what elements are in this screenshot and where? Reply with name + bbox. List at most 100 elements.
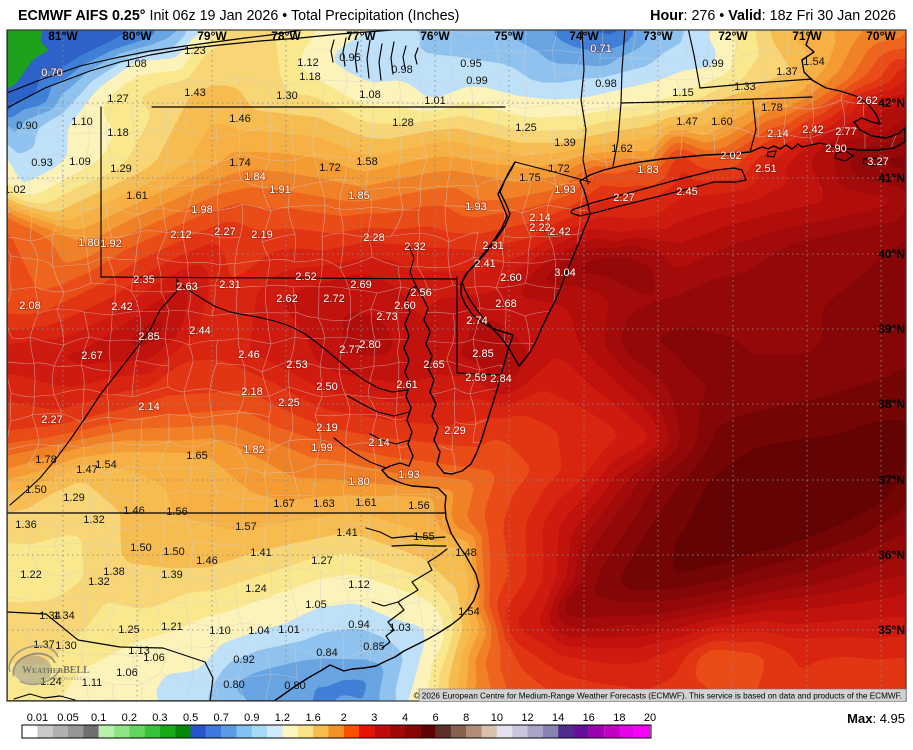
svg-text:0.9: 0.9 bbox=[244, 712, 259, 724]
svg-text:76°W: 76°W bbox=[420, 29, 450, 43]
svg-text:1.23: 1.23 bbox=[184, 45, 205, 57]
svg-text:2.19: 2.19 bbox=[251, 229, 272, 241]
svg-text:1.58: 1.58 bbox=[356, 156, 377, 168]
svg-text:1.54: 1.54 bbox=[803, 56, 824, 68]
svg-text:1.11: 1.11 bbox=[82, 677, 103, 689]
svg-text:0.93: 0.93 bbox=[31, 157, 52, 169]
svg-text:1.93: 1.93 bbox=[554, 184, 575, 196]
svg-text:1.39: 1.39 bbox=[161, 569, 182, 581]
svg-text:0.2: 0.2 bbox=[122, 712, 137, 724]
svg-text:41°N: 41°N bbox=[878, 171, 905, 185]
svg-text:1.50: 1.50 bbox=[163, 546, 184, 558]
svg-text:Hour: 276 • Valid: 18z Fri 30: Hour: 276 • Valid: 18z Fri 30 Jan 2026 bbox=[650, 8, 896, 24]
svg-text:Max: 4.95: Max: 4.95 bbox=[847, 711, 905, 726]
svg-text:1.54: 1.54 bbox=[95, 459, 116, 471]
svg-text:2.69: 2.69 bbox=[350, 279, 371, 291]
svg-text:1.74: 1.74 bbox=[229, 157, 250, 169]
svg-text:1.27: 1.27 bbox=[107, 93, 128, 105]
svg-text:0.70: 0.70 bbox=[41, 67, 62, 79]
svg-text:1.46: 1.46 bbox=[229, 113, 250, 125]
svg-text:1.01: 1.01 bbox=[424, 95, 445, 107]
svg-text:1.47: 1.47 bbox=[676, 116, 697, 128]
svg-text:1.38: 1.38 bbox=[103, 566, 124, 578]
svg-text:0.94: 0.94 bbox=[348, 619, 369, 631]
svg-text:1.65: 1.65 bbox=[186, 450, 207, 462]
svg-text:1.05: 1.05 bbox=[305, 599, 326, 611]
svg-text:40°N: 40°N bbox=[878, 247, 905, 261]
svg-text:16: 16 bbox=[583, 712, 595, 724]
svg-text:3.04: 3.04 bbox=[554, 267, 575, 279]
svg-text:1.33: 1.33 bbox=[734, 81, 755, 93]
svg-text:2.44: 2.44 bbox=[189, 325, 210, 337]
svg-text:2.27: 2.27 bbox=[41, 414, 62, 426]
svg-text:1.25: 1.25 bbox=[118, 624, 139, 636]
svg-text:75°W: 75°W bbox=[494, 29, 524, 43]
svg-text:1.29: 1.29 bbox=[63, 492, 84, 504]
svg-text:2: 2 bbox=[341, 712, 347, 724]
svg-text:80°W: 80°W bbox=[122, 29, 152, 43]
svg-text:1.09: 1.09 bbox=[69, 156, 90, 168]
svg-text:1.46: 1.46 bbox=[123, 505, 144, 517]
svg-text:38°N: 38°N bbox=[878, 397, 905, 411]
svg-text:2.22: 2.22 bbox=[529, 222, 550, 234]
svg-text:2.31: 2.31 bbox=[219, 279, 240, 291]
svg-text:18: 18 bbox=[613, 712, 625, 724]
svg-text:2.77: 2.77 bbox=[835, 126, 856, 138]
svg-text:8: 8 bbox=[463, 712, 469, 724]
svg-text:2.53: 2.53 bbox=[286, 359, 307, 371]
svg-text:1.80: 1.80 bbox=[78, 237, 99, 249]
svg-text:1.12: 1.12 bbox=[297, 57, 318, 69]
svg-text:2.90: 2.90 bbox=[825, 143, 846, 155]
svg-text:42°N: 42°N bbox=[878, 96, 905, 110]
svg-text:1.41: 1.41 bbox=[336, 527, 357, 539]
svg-text:1.47: 1.47 bbox=[76, 464, 97, 476]
svg-text:1.98: 1.98 bbox=[191, 204, 212, 216]
svg-text:ECMWF AIFS 0.25° Init 06z 19 J: ECMWF AIFS 0.25° Init 06z 19 Jan 2026 • … bbox=[18, 8, 459, 24]
svg-text:1.82: 1.82 bbox=[243, 444, 264, 456]
svg-text:© 2026 European Centre for Med: © 2026 European Centre for Medium-Range … bbox=[413, 692, 902, 701]
svg-text:1.37: 1.37 bbox=[776, 66, 797, 78]
svg-text:2.27: 2.27 bbox=[214, 226, 235, 238]
svg-text:1.10: 1.10 bbox=[71, 116, 92, 128]
svg-text:2.14: 2.14 bbox=[529, 212, 550, 224]
svg-text:2.85: 2.85 bbox=[472, 348, 493, 360]
svg-text:1.93: 1.93 bbox=[465, 201, 486, 213]
svg-text:1.04: 1.04 bbox=[248, 625, 269, 637]
svg-text:1.32: 1.32 bbox=[83, 514, 104, 526]
svg-text:2.35: 2.35 bbox=[133, 274, 154, 286]
svg-text:1.78: 1.78 bbox=[35, 454, 56, 466]
svg-text:1.56: 1.56 bbox=[408, 500, 429, 512]
svg-text:2.63: 2.63 bbox=[176, 281, 197, 293]
svg-text:1.34: 1.34 bbox=[39, 610, 60, 622]
svg-text:0.7: 0.7 bbox=[214, 712, 229, 724]
svg-text:0.92: 0.92 bbox=[233, 654, 254, 666]
svg-text:2.56: 2.56 bbox=[410, 287, 431, 299]
svg-text:1.54: 1.54 bbox=[458, 606, 479, 618]
svg-text:1.02: 1.02 bbox=[4, 184, 25, 196]
svg-text:1.18: 1.18 bbox=[299, 71, 320, 83]
svg-text:2.80: 2.80 bbox=[359, 339, 380, 351]
svg-text:2.28: 2.28 bbox=[363, 232, 384, 244]
svg-text:1.93: 1.93 bbox=[398, 469, 419, 481]
svg-text:2.42: 2.42 bbox=[802, 124, 823, 136]
svg-text:2.29: 2.29 bbox=[444, 425, 465, 437]
svg-text:0.71: 0.71 bbox=[590, 43, 611, 55]
svg-text:2.84: 2.84 bbox=[490, 373, 511, 385]
svg-text:2.77: 2.77 bbox=[339, 344, 360, 356]
svg-text:2.73: 2.73 bbox=[376, 311, 397, 323]
svg-text:1.36: 1.36 bbox=[15, 519, 36, 531]
svg-text:79°W: 79°W bbox=[197, 29, 227, 43]
svg-text:0.95: 0.95 bbox=[460, 58, 481, 70]
svg-text:1.29: 1.29 bbox=[110, 163, 131, 175]
svg-text:1.6: 1.6 bbox=[305, 712, 320, 724]
svg-text:2.85: 2.85 bbox=[138, 331, 159, 343]
svg-text:1.32: 1.32 bbox=[88, 576, 109, 588]
svg-text:2.61: 2.61 bbox=[396, 379, 417, 391]
svg-text:0.05: 0.05 bbox=[57, 712, 78, 724]
svg-text:1.30: 1.30 bbox=[276, 90, 297, 102]
svg-text:1.2: 1.2 bbox=[275, 712, 290, 724]
svg-text:1.48: 1.48 bbox=[455, 547, 476, 559]
svg-text:2.27: 2.27 bbox=[613, 192, 634, 204]
svg-text:0.5: 0.5 bbox=[183, 712, 198, 724]
svg-text:0.98: 0.98 bbox=[595, 78, 616, 90]
